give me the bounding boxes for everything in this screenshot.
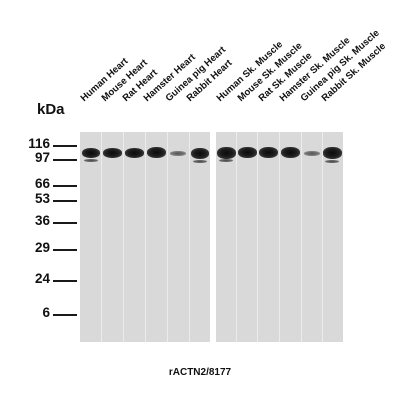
marker-tick-29 (53, 249, 77, 251)
band-mouse-sk-muscle (238, 147, 257, 158)
band-rat-sk-muscle (259, 147, 278, 158)
band-human-sk-muscle (217, 147, 236, 159)
band-human-heart (82, 148, 100, 158)
blot-panel-heart (80, 132, 210, 342)
lane-guinea-pig-heart (168, 132, 189, 342)
lane-separator (301, 132, 302, 342)
lane-rabbit-sk-muscle (323, 132, 343, 342)
band-hamster-heart (147, 147, 166, 158)
marker-tick-6 (53, 314, 77, 316)
minor-band-human-sk-muscle (219, 159, 233, 162)
lane-hamster-heart (146, 132, 167, 342)
marker-label-66: 66 (34, 176, 50, 191)
lane-guinea-pig-sk-muscle (302, 132, 322, 342)
lane-mouse-heart (102, 132, 123, 342)
lane-separator (236, 132, 237, 342)
band-rat-heart (125, 148, 144, 158)
marker-tick-36 (53, 222, 77, 224)
minor-band-rabbit-sk-muscle (325, 160, 339, 163)
marker-tick-66 (53, 185, 77, 187)
lane-hamster-sk-muscle (280, 132, 301, 342)
antibody-label: rACTN2/8177 (168, 367, 232, 378)
lane-human-heart (80, 132, 101, 342)
lane-rabbit-heart (190, 132, 210, 342)
band-hamster-sk-muscle (281, 147, 300, 158)
lane-human-sk-muscle (216, 132, 236, 342)
band-rabbit-heart (191, 148, 209, 159)
blot-panel-skeletal-muscle (216, 132, 343, 342)
marker-tick-97 (53, 159, 77, 161)
marker-tick-116 (53, 145, 77, 147)
lane-separator (257, 132, 258, 342)
marker-tick-53 (53, 200, 77, 202)
lane-separator (101, 132, 102, 342)
lane-separator (145, 132, 146, 342)
marker-label-24: 24 (34, 271, 50, 286)
lane-separator (123, 132, 124, 342)
band-guinea-pig-heart (170, 151, 186, 156)
marker-label-6: 6 (42, 305, 50, 320)
lane-rat-sk-muscle (258, 132, 279, 342)
band-guinea-pig-sk-muscle (304, 151, 320, 156)
marker-label-97: 97 (34, 150, 50, 165)
lane-separator (279, 132, 280, 342)
lane-separator (189, 132, 190, 342)
marker-tick-24 (53, 280, 77, 282)
minor-band-rabbit-heart (193, 160, 207, 163)
minor-band-human-heart (84, 159, 98, 162)
marker-label-36: 36 (34, 213, 50, 228)
band-rabbit-sk-muscle (323, 147, 342, 159)
lane-mouse-sk-muscle (237, 132, 257, 342)
marker-label-116: 116 (28, 136, 50, 151)
lane-separator (322, 132, 323, 342)
marker-label-53: 53 (34, 191, 50, 206)
marker-label-29: 29 (34, 240, 50, 255)
band-mouse-heart (103, 148, 122, 158)
lane-separator (167, 132, 168, 342)
lane-rat-heart (124, 132, 145, 342)
kda-unit-label: kDa (37, 101, 65, 118)
